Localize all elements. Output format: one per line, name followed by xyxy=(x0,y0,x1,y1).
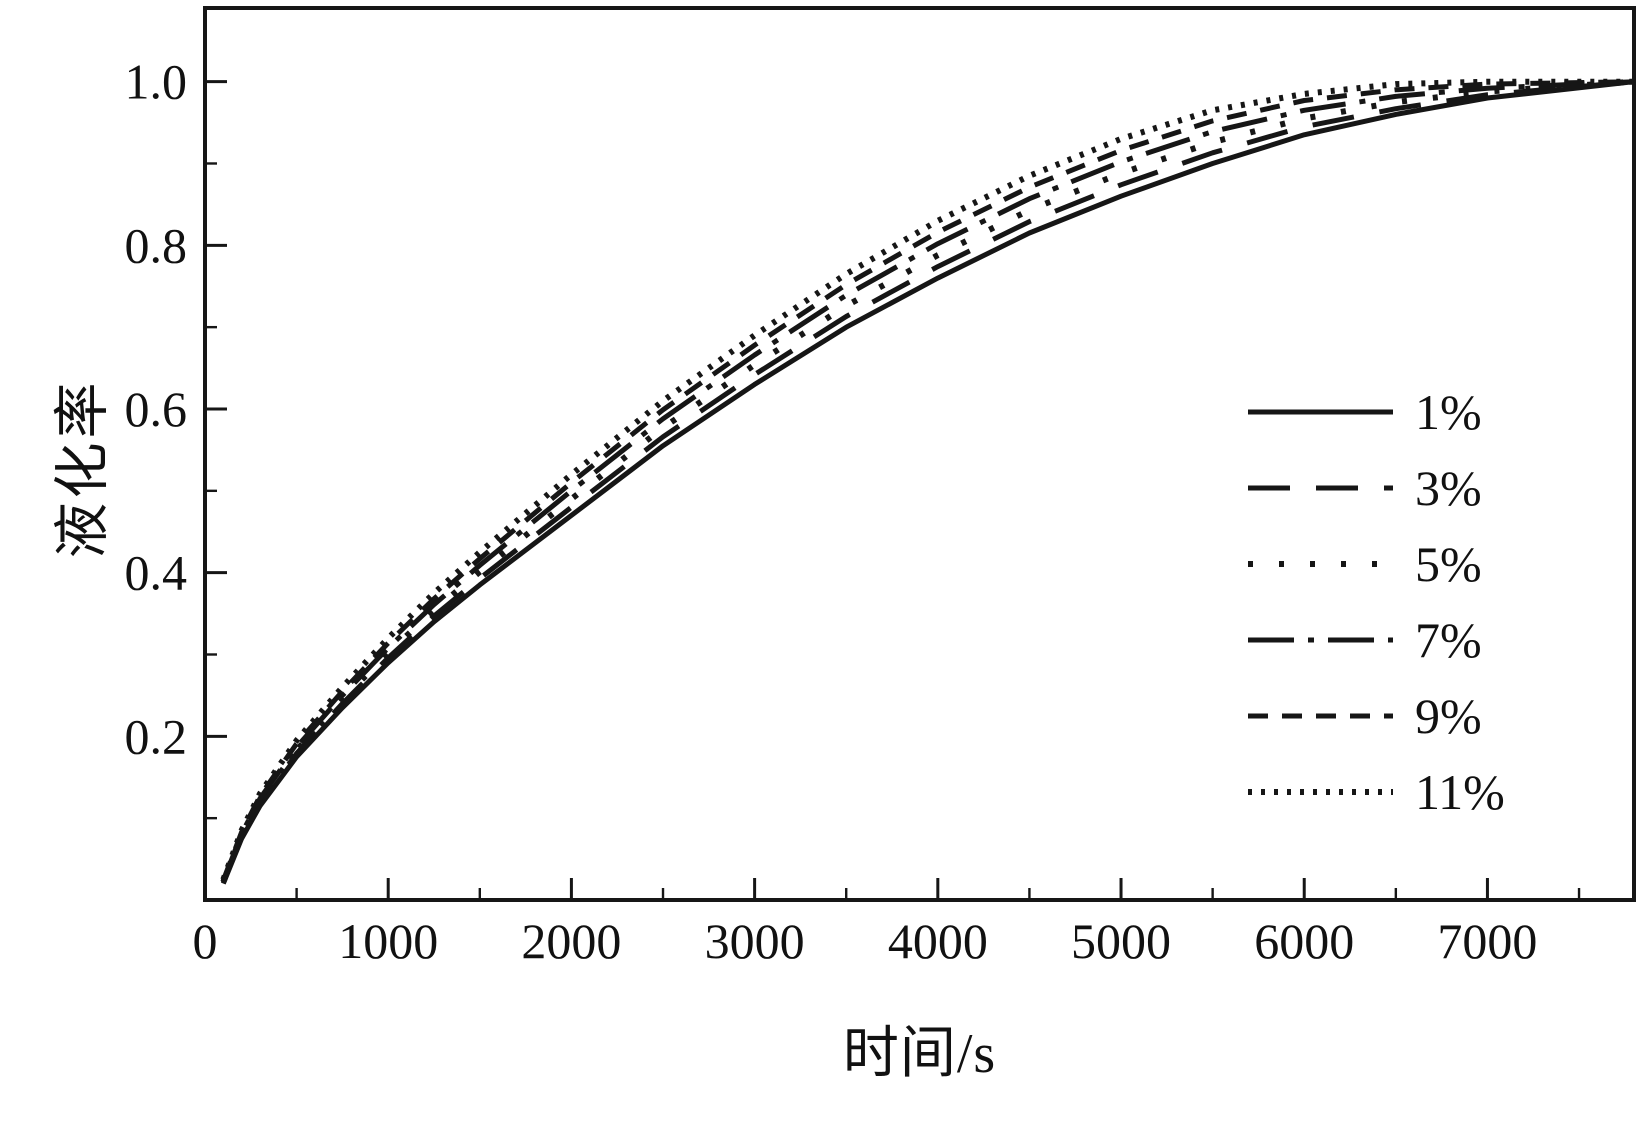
y-tick-label: 0.8 xyxy=(125,217,188,273)
y-tick-label: 0.6 xyxy=(125,381,188,437)
series-lines xyxy=(220,78,1635,885)
legend-label-3%: 3% xyxy=(1415,460,1482,516)
legend-label-11%: 11% xyxy=(1415,764,1505,820)
legend-label-1%: 1% xyxy=(1415,384,1482,440)
x-tick-label: 6000 xyxy=(1254,913,1354,969)
legend-label-5%: 5% xyxy=(1415,536,1482,592)
series-line-7% xyxy=(220,79,1635,883)
x-tick-label: 1000 xyxy=(338,913,438,969)
series-line-11% xyxy=(220,78,1634,881)
legend: 1% 3% 5% 7% 9% 11% xyxy=(1248,384,1505,820)
x-tick-label: 3000 xyxy=(705,913,805,969)
plot-frame xyxy=(203,6,1636,902)
y-tick-label: 0.4 xyxy=(125,545,188,601)
legend-label-7%: 7% xyxy=(1415,612,1482,668)
x-tick-label: 4000 xyxy=(888,913,988,969)
x-axis-title: 时间/s xyxy=(842,1023,997,1085)
axis-ticks xyxy=(203,80,1581,900)
x-tick-label: 5000 xyxy=(1071,913,1171,969)
y-tick-label: 0.2 xyxy=(125,708,188,764)
y-tick-label: 1.0 xyxy=(125,54,188,110)
series-line-3% xyxy=(220,79,1635,884)
x-tick-label: 0 xyxy=(193,913,218,969)
legend-label-9%: 9% xyxy=(1415,688,1482,744)
x-tick-label: 7000 xyxy=(1437,913,1537,969)
tick-labels: 0 1000 2000 3000 4000 5000 6000 7000 0.2 0.4 0.6 0.… xyxy=(125,54,1538,969)
y-axis-title: 液化率 xyxy=(52,378,115,559)
x-tick-label: 2000 xyxy=(521,913,621,969)
